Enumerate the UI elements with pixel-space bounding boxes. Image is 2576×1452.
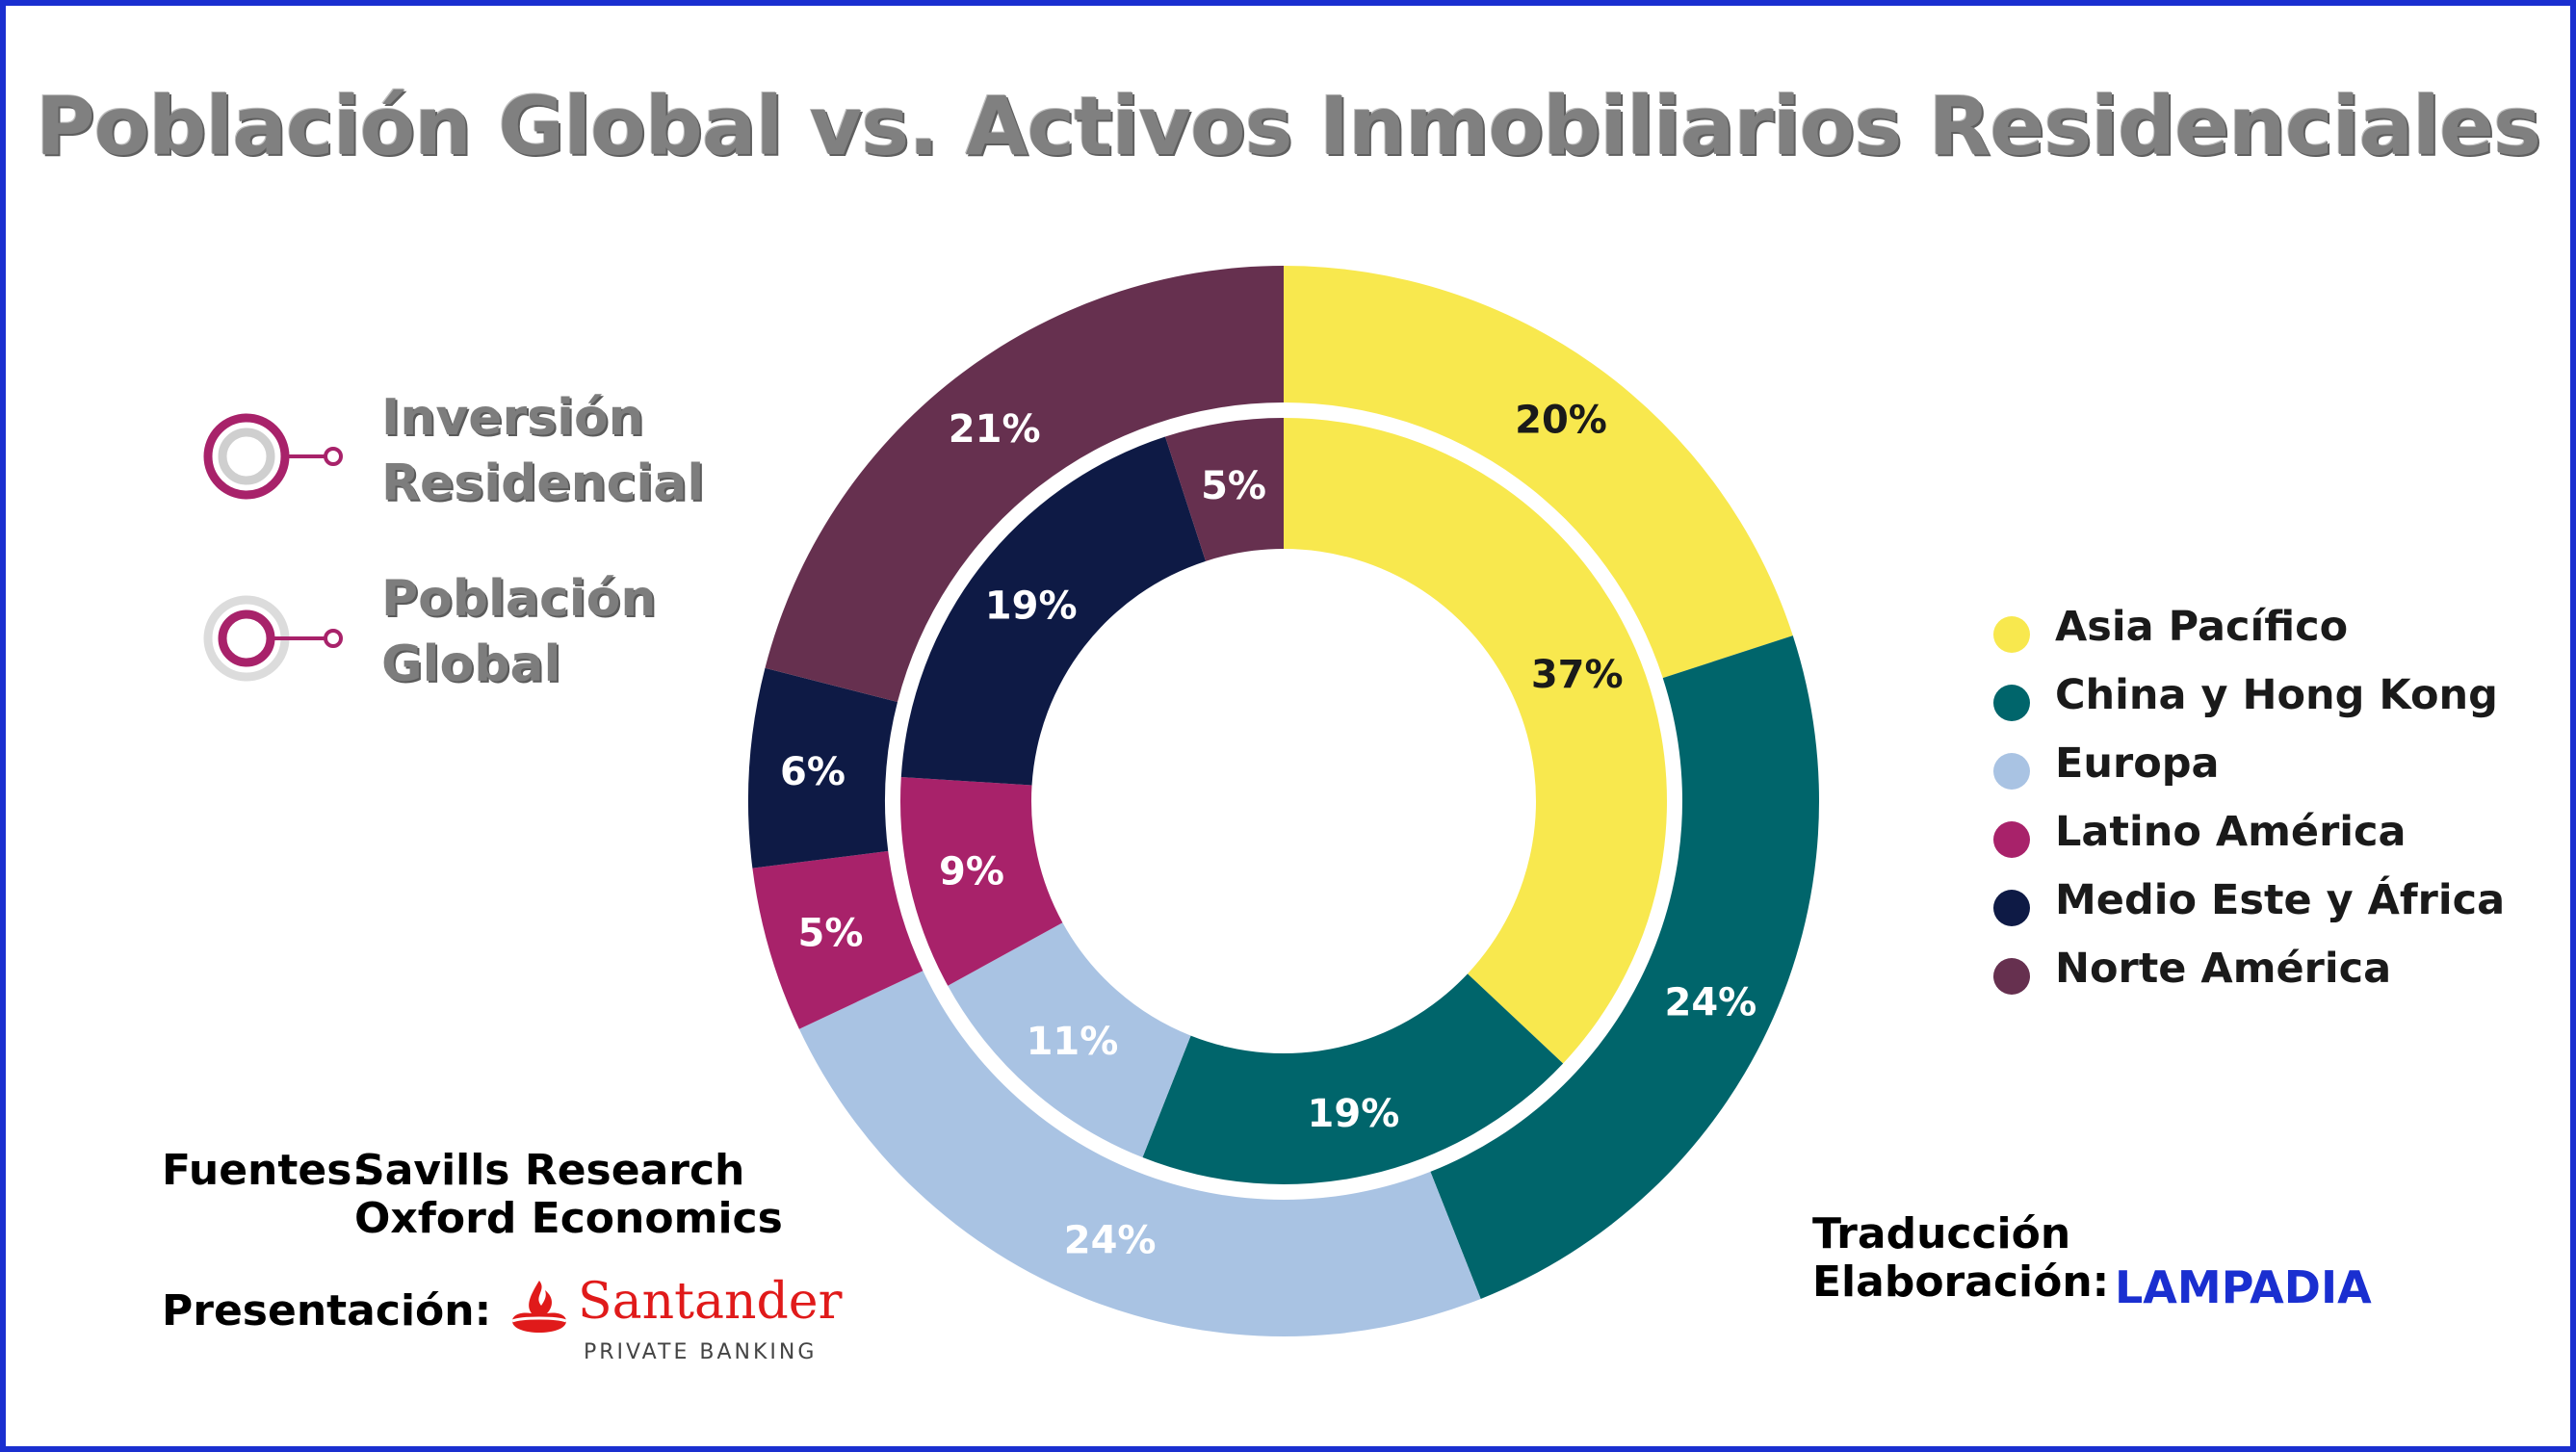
outer-ring-investment [748,266,1819,1336]
outer-slice-2 [798,971,1481,1336]
inner-slice-4 [900,436,1207,786]
inner-slice-label-5: 5% [1201,464,1266,508]
santander-logo-text: Santander [578,1273,843,1331]
inner-slice-label-0: 37% [1531,653,1624,697]
legend-swatch [1993,685,2030,721]
outer-ring-label-line2: Residencial [381,454,705,512]
ring-inner-icon [203,595,343,682]
outer-slice-4 [748,667,898,869]
legend-swatch [1993,890,2030,926]
inner-slice-1 [1142,973,1564,1184]
outer-slice-label-3: 5% [797,912,863,956]
legend-label: China y Hong Kong [2055,671,2498,719]
inner-ring-label: Población Global [381,566,656,697]
inner-slice-5 [1165,418,1284,561]
inner-ring-population [899,418,1667,1184]
inner-slice-3 [899,777,1063,986]
inner-slice-label-2: 11% [1027,1020,1119,1064]
lampadia-logo-text: LAMPADIA [2115,1261,2372,1313]
legend-label: Medio Este y África [2055,876,2506,924]
inner-ring-label-line2: Global [381,635,561,693]
inner-slice-label-1: 19% [1308,1092,1400,1136]
inner-slice-label-3: 9% [939,849,1004,894]
presentation-label: Presentación: [162,1286,492,1335]
legend-swatch [1993,821,2030,858]
outer-slice-label-0: 20% [1515,399,1607,443]
outer-slice-label-2: 24% [1064,1219,1157,1263]
legend-label: Latino América [2055,808,2407,856]
outer-ring-label: Inversión Residencial [381,385,704,516]
santander-flame-icon [511,1281,567,1333]
ring-outer-icon [203,413,343,500]
outer-slice-0 [1284,266,1793,679]
inner-ring-label-line1: Población [381,570,657,628]
elaboration-label: Elaboración: [1812,1258,2110,1307]
outer-slice-label-4: 6% [780,750,846,794]
legend-label: Norte América [2055,945,2392,993]
outer-ring-label-line1: Inversión [381,389,644,447]
outer-slice-label-1: 24% [1664,981,1756,1025]
source-1: Savills Research [354,1146,745,1195]
inner-slice-0 [1284,418,1667,1064]
inner-slice-label-4: 19% [985,584,1078,629]
legend-swatch [1993,753,2030,790]
legend-swatch [1993,616,2030,653]
outer-slice-1 [1430,635,1819,1299]
sources-label: Fuentes: [162,1146,370,1195]
translation-label: Traducción [1812,1209,2071,1258]
slice-labels: 20% 24% 24% 5% 6% 21% 37% 19% 11% 9% 19% 5% [780,399,1756,1263]
santander-logo-subtitle: PRIVATE BANKING [584,1340,818,1364]
outer-slice-5 [765,266,1284,703]
legend-label: Europa [2055,739,2220,788]
legend-label: Asia Pacífico [2055,603,2349,651]
inner-slice-2 [948,922,1191,1158]
legend-swatch [1993,958,2030,995]
outer-slice-3 [752,850,924,1029]
outer-slice-label-5: 21% [949,407,1041,452]
chart-title: Población Global vs. Activos Inmobiliari… [36,79,2541,173]
source-2: Oxford Economics [354,1194,783,1243]
